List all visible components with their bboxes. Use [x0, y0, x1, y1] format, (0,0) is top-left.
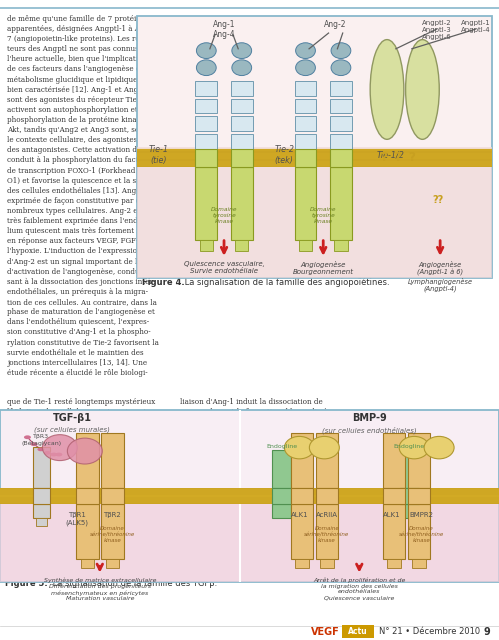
- Bar: [195, 81, 217, 96]
- Bar: [195, 116, 217, 131]
- Bar: [272, 488, 291, 504]
- Text: Domaine
sérine/thréonine
kinase: Domaine sérine/thréonine kinase: [399, 526, 444, 543]
- Text: TGF-β1: TGF-β1: [53, 413, 92, 423]
- Ellipse shape: [370, 40, 404, 140]
- Text: ALK1: ALK1: [383, 513, 401, 518]
- Bar: [408, 504, 430, 559]
- Text: La signalisation de la famille des TGFβ.: La signalisation de la famille des TGFβ.: [50, 579, 217, 588]
- Bar: [330, 167, 352, 241]
- Text: BMP-9: BMP-9: [352, 413, 387, 423]
- Ellipse shape: [309, 436, 339, 459]
- Text: Domaine
tyrosine
kinase: Domaine tyrosine kinase: [211, 207, 238, 224]
- Bar: [294, 167, 316, 241]
- Text: de même qu'une famille de 7 protéines
apparentées, désignées Angptl-1 à Angptl-
: de même qu'une famille de 7 protéines ap…: [7, 15, 166, 377]
- Text: ALK1: ALK1: [290, 513, 308, 518]
- Bar: [290, 433, 313, 488]
- Text: Angptl-2
Angptl-3
Angptl-6: Angptl-2 Angptl-3 Angptl-6: [422, 20, 452, 40]
- Bar: [315, 433, 338, 488]
- Text: Ang-2: Ang-2: [324, 20, 347, 29]
- Bar: [294, 99, 316, 113]
- Bar: [76, 504, 99, 559]
- Bar: [101, 433, 123, 488]
- Bar: [106, 559, 119, 568]
- Text: 9: 9: [483, 627, 490, 637]
- Bar: [294, 134, 316, 148]
- Text: ?: ?: [394, 151, 401, 164]
- Text: Arrêt de la prolifération et de
la migration des cellules
endothéliales
Quiescen: Arrêt de la prolifération et de la migra…: [313, 577, 406, 600]
- Bar: [342, 625, 374, 638]
- Bar: [36, 518, 47, 526]
- Text: AcRIIA: AcRIIA: [316, 513, 338, 518]
- Ellipse shape: [295, 60, 315, 76]
- Bar: [200, 241, 213, 251]
- Text: La signalisation de la famille des angiopoïétines.: La signalisation de la famille des angio…: [182, 277, 390, 287]
- Text: Angiogenèse
Bourgeonnement: Angiogenèse Bourgeonnement: [293, 261, 354, 275]
- Text: liaison d'Ang-1 induit la dissociation de
ce complexe et la formation d'homodimè: liaison d'Ang-1 induit la dissociation d…: [180, 398, 330, 477]
- Text: Tie-2
(tek): Tie-2 (tek): [274, 145, 294, 164]
- Bar: [272, 450, 291, 488]
- Ellipse shape: [197, 43, 216, 58]
- Ellipse shape: [232, 43, 251, 58]
- Bar: [76, 433, 99, 488]
- Bar: [231, 99, 252, 113]
- Bar: [101, 488, 123, 504]
- Bar: [334, 241, 347, 251]
- Ellipse shape: [30, 442, 37, 446]
- Bar: [330, 99, 352, 113]
- Text: que de Tie-1 resté longtemps mystérieux
[15]. Dans les cellules qui n'expriment
: que de Tie-1 resté longtemps mystérieux …: [7, 398, 161, 477]
- Text: Figure 4.: Figure 4.: [142, 278, 185, 287]
- Text: Quiescence vasculaire,
Survie endothéliale: Quiescence vasculaire, Survie endothélia…: [184, 261, 264, 275]
- Bar: [412, 559, 426, 568]
- Bar: [0, 493, 499, 582]
- Text: Ang-1
Ang-4: Ang-1 Ang-4: [213, 20, 236, 39]
- Ellipse shape: [50, 452, 57, 456]
- Ellipse shape: [399, 436, 429, 459]
- Text: N° 21 • Décembre 2010: N° 21 • Décembre 2010: [379, 627, 481, 636]
- Text: ??: ??: [433, 195, 444, 205]
- Ellipse shape: [424, 436, 454, 459]
- Ellipse shape: [55, 452, 62, 456]
- Text: TβR3
(Bétaglycan): TβR3 (Bétaglycan): [21, 435, 61, 446]
- Ellipse shape: [331, 60, 351, 76]
- Text: (sur cellules murales): (sur cellules murales): [34, 427, 110, 433]
- Text: Domaine
tyrosine
kinase: Domaine tyrosine kinase: [310, 207, 336, 224]
- Text: Domaine
sérine/thréonine
kinase: Domaine sérine/thréonine kinase: [304, 526, 349, 543]
- Bar: [315, 504, 338, 559]
- Text: Tie-1/2: Tie-1/2: [377, 150, 405, 159]
- Bar: [76, 488, 99, 504]
- Text: Angiogenèse
(Angptl-1 à 6)
Lymphangiogenèse
(Angptl-4): Angiogenèse (Angptl-1 à 6) Lymphangiogen…: [408, 261, 473, 292]
- Text: BMPR2: BMPR2: [410, 513, 434, 518]
- Bar: [400, 488, 419, 504]
- Bar: [32, 504, 50, 518]
- Text: Figure 5.: Figure 5.: [5, 579, 47, 588]
- Bar: [195, 134, 217, 148]
- Bar: [231, 116, 252, 131]
- Text: Tie-1
(tie): Tie-1 (tie): [149, 145, 169, 164]
- Ellipse shape: [331, 43, 351, 58]
- Bar: [294, 116, 316, 131]
- Text: Domaine
sérine/thréonine
kinase: Domaine sérine/thréonine kinase: [90, 526, 135, 543]
- Bar: [0, 488, 499, 504]
- Bar: [290, 488, 313, 504]
- Bar: [290, 504, 313, 559]
- Bar: [272, 504, 291, 518]
- Ellipse shape: [44, 451, 51, 454]
- Text: Endogline: Endogline: [266, 444, 297, 449]
- Bar: [408, 488, 430, 504]
- Bar: [294, 148, 316, 167]
- Ellipse shape: [42, 435, 77, 461]
- Ellipse shape: [406, 40, 439, 140]
- Bar: [320, 559, 334, 568]
- Text: ?: ?: [408, 151, 415, 164]
- Ellipse shape: [37, 447, 44, 451]
- Bar: [32, 488, 50, 504]
- Bar: [235, 241, 249, 251]
- Text: VEGF: VEGF: [310, 627, 339, 637]
- Bar: [195, 99, 217, 113]
- Bar: [330, 116, 352, 131]
- Bar: [408, 433, 430, 488]
- Bar: [195, 167, 217, 241]
- Bar: [231, 134, 252, 148]
- Bar: [383, 488, 405, 504]
- Bar: [330, 148, 352, 167]
